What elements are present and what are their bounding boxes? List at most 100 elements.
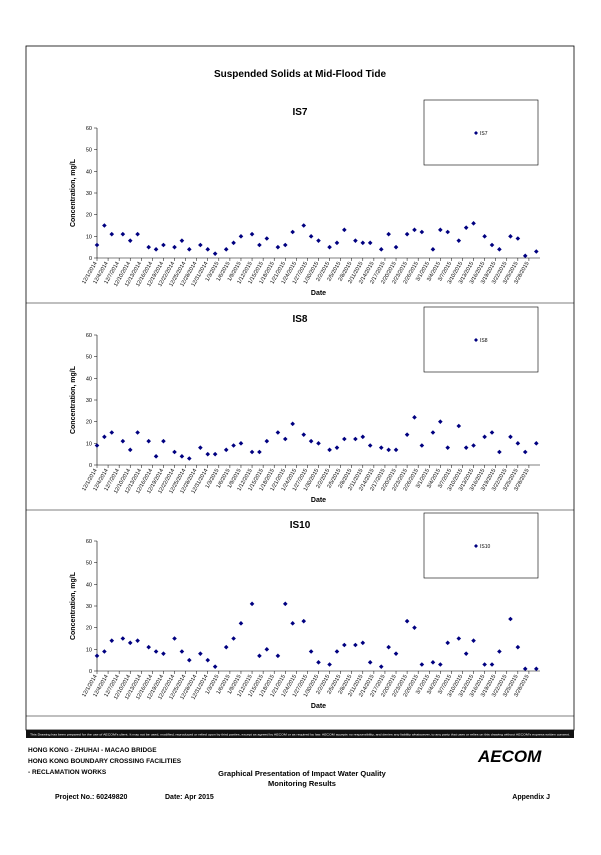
y-tick-label: 30 xyxy=(86,191,92,197)
data-point xyxy=(231,443,236,448)
data-point xyxy=(334,649,340,654)
data-point xyxy=(238,441,244,446)
y-tick-label: 50 xyxy=(86,148,92,154)
data-point xyxy=(327,447,332,453)
data-point xyxy=(353,436,358,442)
data-point xyxy=(515,236,521,241)
project-no: Project No.: 60249820 xyxy=(55,794,127,801)
data-point xyxy=(534,666,539,672)
data-point xyxy=(120,438,126,444)
data-point xyxy=(334,445,340,450)
data-point xyxy=(264,647,270,652)
data-point xyxy=(393,651,399,656)
data-point xyxy=(342,227,347,233)
data-point xyxy=(334,240,340,246)
data-point xyxy=(508,616,513,622)
data-point xyxy=(290,421,295,427)
data-point xyxy=(153,454,159,459)
y-axis-label: Concentration, mg/L xyxy=(70,158,77,227)
data-point xyxy=(445,640,451,646)
y-tick-label: 30 xyxy=(86,398,92,404)
data-point xyxy=(327,244,332,250)
project-line: HONG KONG BOUNDARY CROSSING FACILITIES xyxy=(28,758,182,765)
y-tick-label: 30 xyxy=(86,604,92,610)
y-tick-label: 10 xyxy=(86,647,92,653)
x-axis-label: Date xyxy=(311,703,326,710)
data-point xyxy=(186,456,192,461)
data-point xyxy=(456,238,462,243)
data-point xyxy=(508,434,513,440)
legend-label: IS7 xyxy=(480,131,488,137)
data-point xyxy=(153,247,159,252)
data-point xyxy=(438,227,443,233)
caption: Monitoring Results xyxy=(268,779,336,788)
data-point xyxy=(249,231,255,237)
data-point xyxy=(205,451,211,457)
data-point xyxy=(430,660,436,665)
data-point xyxy=(223,247,229,252)
data-point xyxy=(412,227,417,233)
data-point xyxy=(471,638,476,643)
data-point xyxy=(534,441,539,446)
data-point xyxy=(463,651,469,656)
data-point xyxy=(205,657,211,663)
data-point xyxy=(456,636,462,641)
y-tick-label: 40 xyxy=(86,376,92,382)
data-point xyxy=(153,649,159,654)
disclaimer-band xyxy=(26,730,574,738)
legend-box xyxy=(423,306,539,373)
data-point xyxy=(161,242,166,248)
data-point xyxy=(94,653,100,659)
data-point xyxy=(172,636,177,641)
data-point xyxy=(282,242,288,248)
y-tick-label: 60 xyxy=(86,333,92,339)
data-point xyxy=(275,244,281,250)
data-point xyxy=(497,449,502,455)
date: Date: Apr 2015 xyxy=(165,794,214,801)
data-point xyxy=(249,449,255,455)
data-point xyxy=(471,221,476,226)
data-point xyxy=(342,436,347,442)
data-point xyxy=(186,657,192,663)
data-point xyxy=(282,601,288,607)
data-point xyxy=(515,644,521,650)
data-point xyxy=(146,438,151,444)
logo: AECOM xyxy=(477,747,542,766)
page-title: Suspended Solids at Mid-Flood Tide xyxy=(214,69,386,80)
y-axis-label: Concentration, mg/L xyxy=(70,365,77,434)
data-point xyxy=(102,223,107,228)
appendix: Appendix J xyxy=(512,794,550,801)
data-point xyxy=(238,621,244,626)
data-point xyxy=(386,644,391,650)
y-tick-label: 20 xyxy=(86,420,92,426)
y-tick-label: 60 xyxy=(86,126,92,132)
data-point xyxy=(522,449,528,455)
data-point xyxy=(223,644,229,650)
data-point xyxy=(135,231,140,237)
data-point xyxy=(231,240,236,246)
x-axis-label: Date xyxy=(311,290,326,297)
data-point xyxy=(146,644,151,650)
legend-box xyxy=(423,99,539,166)
legend-marker xyxy=(474,338,478,342)
data-point xyxy=(463,445,469,450)
data-point xyxy=(249,601,255,607)
data-point xyxy=(94,443,100,448)
data-point xyxy=(127,238,133,243)
data-point xyxy=(264,438,270,444)
project-line: HONG KONG - ZHUHAI - MACAO BRIDGE xyxy=(28,747,157,754)
data-point xyxy=(393,447,399,453)
data-point xyxy=(179,649,185,654)
data-point xyxy=(120,636,126,641)
data-point xyxy=(135,430,140,435)
data-point xyxy=(353,238,358,243)
data-point xyxy=(438,662,443,667)
legend-label: IS10 xyxy=(480,544,491,550)
data-point xyxy=(522,666,528,672)
y-tick-label: 60 xyxy=(86,539,92,545)
data-point xyxy=(482,662,487,667)
y-tick-label: 0 xyxy=(89,256,92,262)
data-point xyxy=(497,649,502,654)
data-point xyxy=(430,247,436,252)
